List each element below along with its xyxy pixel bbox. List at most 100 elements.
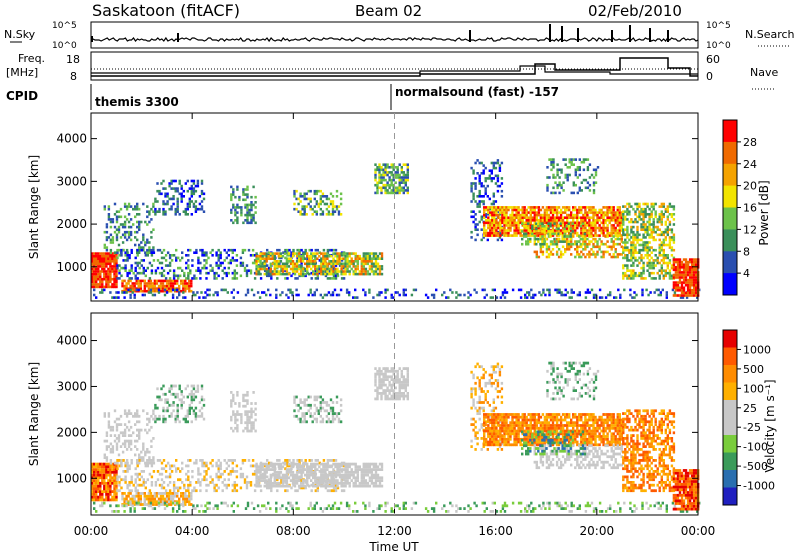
heatmap-cell (268, 486, 271, 490)
heatmap-cell (296, 459, 299, 462)
heatmap-cell (318, 461, 321, 465)
heatmap-cell (268, 266, 271, 270)
heatmap-cell (334, 252, 337, 255)
heatmap-cell (672, 273, 676, 277)
heatmap-cell (654, 277, 657, 280)
heatmap-cell (688, 286, 692, 290)
heatmap-cell (540, 293, 543, 297)
heatmap-cell (523, 206, 526, 209)
heatmap-cell (310, 262, 313, 266)
heatmap-cell (136, 414, 139, 418)
heatmap-cell (576, 213, 579, 217)
heatmap-cell (254, 195, 257, 199)
heatmap-cell (236, 188, 239, 191)
heatmap-cell (93, 498, 96, 502)
heatmap-cell (654, 254, 657, 257)
heatmap-cell (620, 253, 623, 256)
heatmap-cell (125, 494, 128, 498)
heatmap-cell (672, 283, 676, 287)
heatmap-cell (485, 229, 488, 232)
heatmap-cell (626, 241, 629, 244)
heatmap-cell (253, 464, 257, 468)
heatmap-cell (680, 294, 684, 297)
heatmap-cell (640, 210, 643, 213)
heatmap-cell (93, 288, 96, 292)
heatmap-cell (501, 229, 504, 232)
heatmap-cell (483, 234, 486, 237)
heatmap-cell (233, 269, 236, 272)
heatmap-cell (101, 498, 104, 502)
heatmap-cell (105, 260, 108, 263)
heatmap-cell (166, 483, 170, 487)
heatmap-cell (159, 503, 163, 506)
heatmap-cell (652, 248, 655, 252)
heatmap-cell (342, 277, 346, 280)
heatmap-cell (217, 478, 220, 482)
heatmap-cell (584, 221, 587, 225)
heatmap-cell (554, 181, 557, 184)
heatmap-cell (559, 250, 563, 254)
heatmap-cell (169, 497, 173, 501)
heatmap-cell (572, 183, 575, 187)
heatmap-cell (187, 266, 190, 270)
heatmap-cell (549, 235, 552, 238)
heatmap-cell (530, 288, 533, 292)
heatmap-cell (507, 208, 510, 212)
heatmap-cell (656, 220, 659, 224)
heatmap-cell (250, 208, 253, 212)
heatmap-cell (470, 166, 473, 170)
heatmap-cell (692, 278, 696, 282)
heatmap-cell (592, 213, 595, 217)
heatmap-cell (435, 288, 438, 292)
heatmap-cell (328, 262, 331, 266)
heatmap-cell (134, 230, 137, 234)
heatmap-cell (390, 296, 393, 299)
heatmap-cell (483, 296, 486, 299)
heatmap-cell (527, 211, 530, 214)
heatmap-cell (524, 296, 527, 299)
heatmap-cell (354, 254, 357, 258)
heatmap-cell (626, 228, 629, 231)
heatmap-cell (588, 211, 591, 214)
heatmap-cell (103, 412, 106, 415)
heatmap-cell (332, 274, 336, 278)
heatmap-cell (235, 264, 239, 267)
heatmap-cell (622, 264, 625, 267)
heatmap-cell (632, 220, 635, 224)
heatmap-cell (654, 215, 657, 219)
heatmap-cell (136, 271, 139, 275)
heatmap-cell (331, 207, 335, 211)
heatmap-cell (97, 283, 100, 286)
heatmap-cell (350, 252, 353, 255)
heatmap-cell (576, 234, 579, 237)
heatmap-cell (136, 213, 139, 216)
heatmap-cell (672, 213, 676, 216)
heatmap-cell (169, 503, 173, 506)
heatmap-cell (676, 268, 680, 272)
heatmap-cell (600, 250, 603, 254)
heatmap-cell (103, 481, 106, 485)
heatmap-cell (197, 467, 200, 471)
heatmap-cell (165, 279, 169, 283)
heatmap-cell (249, 269, 253, 272)
heatmap-cell (545, 227, 548, 231)
heatmap-cell (329, 213, 333, 216)
heatmap-cell (688, 281, 692, 284)
heatmap-cell (117, 228, 121, 231)
heatmap-cell (642, 213, 645, 216)
heatmap-cell (523, 226, 526, 230)
heatmap-cell (543, 213, 547, 217)
heatmap-cell (93, 479, 96, 482)
heatmap-cell (155, 500, 159, 504)
heatmap-cell (602, 213, 605, 217)
heatmap-cell (402, 171, 405, 174)
heatmap-cell (539, 245, 543, 249)
heatmap-cell (146, 450, 149, 454)
heatmap-cell (656, 256, 659, 260)
heatmap-cell (164, 210, 167, 213)
heatmap-cell (332, 265, 335, 268)
heatmap-cell (513, 234, 516, 237)
heatmap-cell (267, 288, 270, 292)
heatmap-cell (384, 288, 387, 292)
heatmap-cell (642, 225, 645, 229)
